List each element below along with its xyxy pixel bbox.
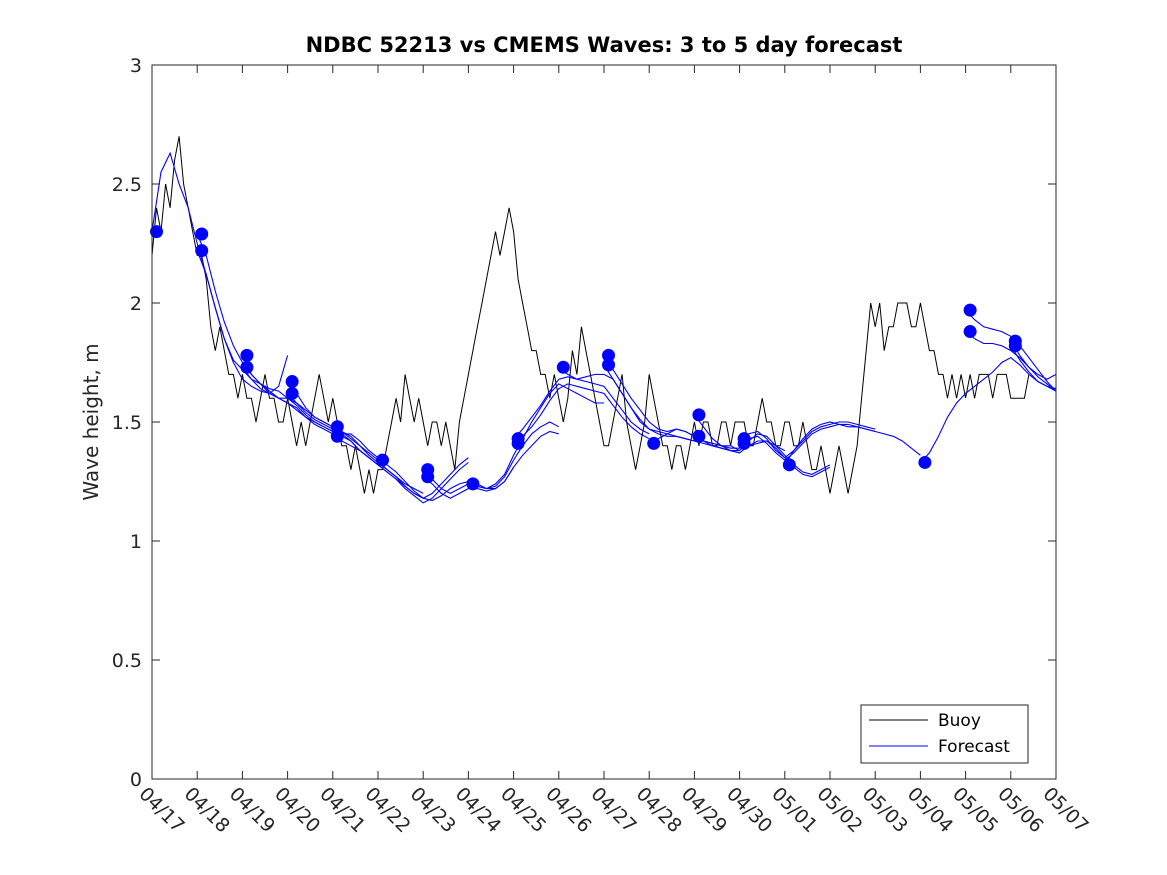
- forecast-start-marker: [240, 348, 254, 362]
- forecast-line: [739, 423, 876, 461]
- forecast-start-marker: [602, 348, 616, 362]
- forecast-start-marker: [692, 408, 706, 422]
- forecast-start-marker: [556, 360, 570, 374]
- forecast-start-marker: [918, 455, 932, 469]
- y-axis-label: Wave height, m: [79, 343, 103, 500]
- forecast-line: [196, 233, 334, 428]
- chart-title: NDBC 52213 vs CMEMS Waves: 3 to 5 day fo…: [306, 33, 903, 57]
- y-tick-label: 1.5: [112, 412, 142, 434]
- forecast-line: [965, 331, 1057, 392]
- forecast-line: [513, 376, 650, 440]
- forecast-line: [332, 435, 469, 504]
- marker-layer: [150, 225, 1022, 491]
- forecast-line: [513, 383, 650, 444]
- forecast-line: [1010, 345, 1057, 390]
- forecast-start-marker: [195, 244, 209, 258]
- y-tick-label: 3: [130, 55, 142, 77]
- forecast-start-marker: [150, 225, 164, 239]
- y-tick-label: 1: [130, 531, 142, 553]
- forecast-start-marker: [692, 429, 706, 443]
- series-layer: [151, 136, 1057, 504]
- forecast-line: [784, 421, 921, 466]
- forecast-start-marker: [421, 470, 435, 484]
- forecast-line: [241, 355, 379, 459]
- forecast-start-marker: [647, 436, 661, 450]
- forecast-line: [739, 421, 876, 459]
- y-axis: 0 0.5 1 1.5 2 2.5 3: [112, 55, 1056, 791]
- forecast-line: [332, 426, 469, 499]
- forecast-line: [287, 381, 424, 494]
- forecast-start-marker: [330, 429, 344, 443]
- forecast-line: [377, 459, 515, 502]
- forecast-start-marker: [285, 375, 299, 389]
- forecast-start-marker: [602, 358, 616, 372]
- forecast-line: [196, 250, 334, 435]
- forecast-start-marker: [285, 386, 299, 400]
- forecast-line: [287, 393, 424, 499]
- forecast-start-marker: [466, 477, 480, 491]
- forecast-start-marker: [195, 227, 209, 241]
- forecast-start-marker: [782, 458, 796, 472]
- forecast-line: [422, 430, 559, 499]
- forecast-start-marker: [963, 303, 977, 317]
- forecast-start-marker: [963, 325, 977, 339]
- y-tick-label: 0.5: [112, 650, 142, 672]
- y-tick-label: 2.5: [112, 174, 142, 196]
- forecast-start-marker: [1008, 339, 1022, 353]
- forecast-start-marker: [330, 420, 344, 434]
- legend-box: [860, 704, 1029, 764]
- forecast-line: [422, 421, 560, 495]
- y-tick-label: 0: [130, 769, 142, 791]
- forecast-line: [694, 435, 831, 478]
- forecast-start-marker: [737, 436, 751, 450]
- forecast-line: [965, 309, 1057, 392]
- y-tick-label: 2: [130, 293, 142, 315]
- forecast-start-marker: [240, 360, 254, 374]
- forecast-line: [468, 383, 604, 490]
- forecast-start-marker: [511, 436, 525, 450]
- plot-area: [152, 65, 1056, 779]
- forecast-start-marker: [376, 453, 390, 467]
- forecast-line: [919, 357, 1057, 463]
- legend: Buoy Forecast: [860, 704, 1029, 764]
- legend-forecast-label: Forecast: [938, 737, 1010, 757]
- forecast-line: [1010, 340, 1057, 380]
- legend-buoy-label: Buoy: [938, 711, 981, 731]
- forecast-line: [648, 428, 786, 452]
- buoy-line: [151, 136, 1030, 494]
